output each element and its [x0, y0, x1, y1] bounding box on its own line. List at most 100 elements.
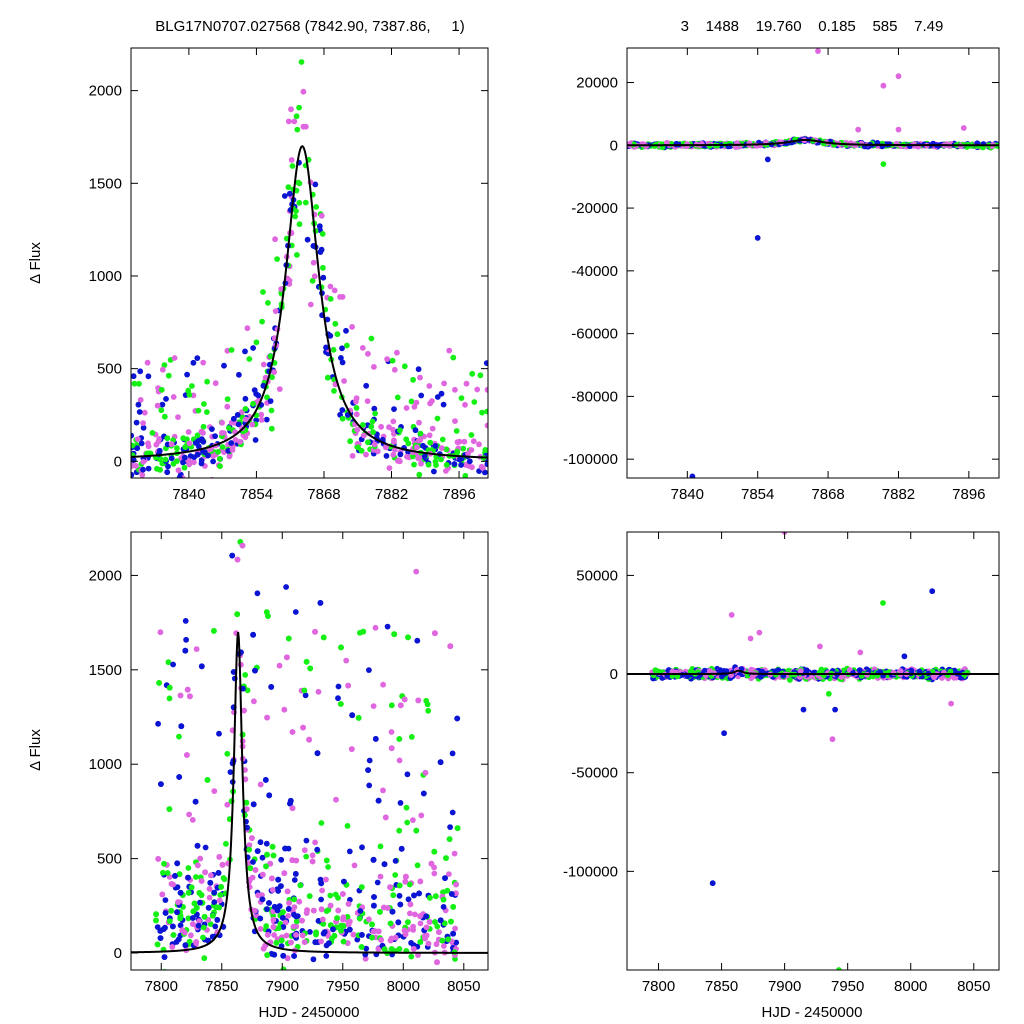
data-point — [136, 409, 143, 415]
data-point — [265, 613, 271, 619]
data-point — [186, 440, 193, 447]
data-point — [219, 419, 226, 426]
data-point — [159, 401, 166, 408]
data-point — [153, 911, 160, 918]
data-point — [195, 407, 202, 414]
data-point — [216, 904, 223, 911]
data-point — [825, 690, 832, 697]
data-point — [291, 896, 297, 903]
data-point — [234, 611, 241, 618]
y-tick-label: 0 — [610, 137, 618, 154]
data-point — [437, 917, 444, 924]
data-point — [446, 836, 453, 842]
data-point — [426, 919, 433, 925]
data-point — [206, 886, 213, 892]
data-point — [145, 373, 152, 380]
data-point — [456, 438, 463, 445]
data-point — [318, 906, 325, 913]
data-point — [318, 938, 324, 945]
data-point — [482, 469, 488, 476]
data-point — [346, 926, 353, 933]
data-point — [212, 923, 219, 930]
plot-frame — [626, 47, 1000, 479]
data-point — [217, 892, 224, 898]
data-point — [707, 668, 713, 674]
data-point — [443, 446, 450, 453]
data-point — [215, 870, 222, 876]
data-point — [161, 860, 167, 867]
data-point — [138, 440, 145, 447]
data-point — [447, 824, 453, 830]
data-point — [346, 848, 353, 855]
data-point — [144, 359, 151, 366]
data-point — [388, 745, 395, 752]
data-point — [471, 399, 478, 405]
data-point — [288, 157, 295, 163]
data-point — [137, 368, 144, 375]
data-point — [383, 453, 390, 459]
data-point — [242, 348, 248, 355]
data-point — [341, 378, 347, 384]
data-point — [460, 445, 467, 452]
data-point — [200, 934, 206, 941]
data-point — [374, 448, 381, 455]
x-tick-label: 7950 — [326, 978, 359, 995]
data-point — [193, 940, 200, 947]
data-point — [417, 878, 424, 885]
data-point — [217, 463, 223, 470]
data-point — [184, 752, 190, 758]
data-point — [301, 847, 308, 854]
data-point — [372, 736, 379, 742]
data-point — [386, 424, 392, 431]
data-point — [272, 308, 279, 314]
data-point — [235, 421, 242, 428]
data-point — [360, 628, 367, 635]
data-point — [354, 426, 361, 433]
data-point — [756, 629, 763, 636]
data-point — [270, 916, 277, 923]
data-point — [324, 316, 331, 323]
data-point — [171, 355, 178, 361]
data-point — [462, 401, 468, 408]
plot-frame — [626, 531, 1000, 971]
data-point — [375, 946, 382, 952]
data-point — [344, 342, 350, 349]
data-point — [391, 439, 397, 445]
data-point — [303, 837, 310, 844]
x-tick-label: 8000 — [894, 978, 927, 995]
data-point — [196, 890, 203, 896]
x-tick-label: 7882 — [882, 486, 915, 503]
data-point — [299, 917, 305, 924]
x-tick-label: 7840 — [671, 486, 704, 503]
data-point — [289, 163, 296, 169]
data-point — [242, 416, 249, 423]
data-point — [170, 661, 177, 668]
data-point — [288, 106, 294, 113]
data-point — [418, 812, 425, 819]
data-point — [251, 387, 258, 393]
data-point — [450, 930, 456, 937]
data-point — [365, 439, 371, 446]
data-point — [407, 901, 414, 908]
data-point — [333, 796, 339, 803]
data-point — [417, 939, 424, 945]
data-point — [335, 907, 342, 914]
data-point — [306, 893, 313, 899]
data-point — [157, 629, 164, 636]
header-left: BLG17N0707.027568 (7842.90, 7387.86, 1) — [155, 18, 464, 35]
data-point — [451, 461, 458, 467]
data-point — [440, 896, 447, 903]
data-point — [397, 800, 404, 806]
data-point — [272, 236, 278, 243]
data-point — [140, 458, 147, 465]
data-point — [390, 892, 397, 899]
data-point — [307, 929, 313, 935]
data-point — [462, 472, 469, 478]
data-point — [378, 423, 384, 430]
data-point — [458, 462, 464, 468]
data-point — [410, 923, 416, 930]
data-point — [389, 357, 396, 364]
data-point — [407, 910, 413, 917]
data-point — [395, 919, 402, 926]
data-point — [344, 823, 351, 829]
